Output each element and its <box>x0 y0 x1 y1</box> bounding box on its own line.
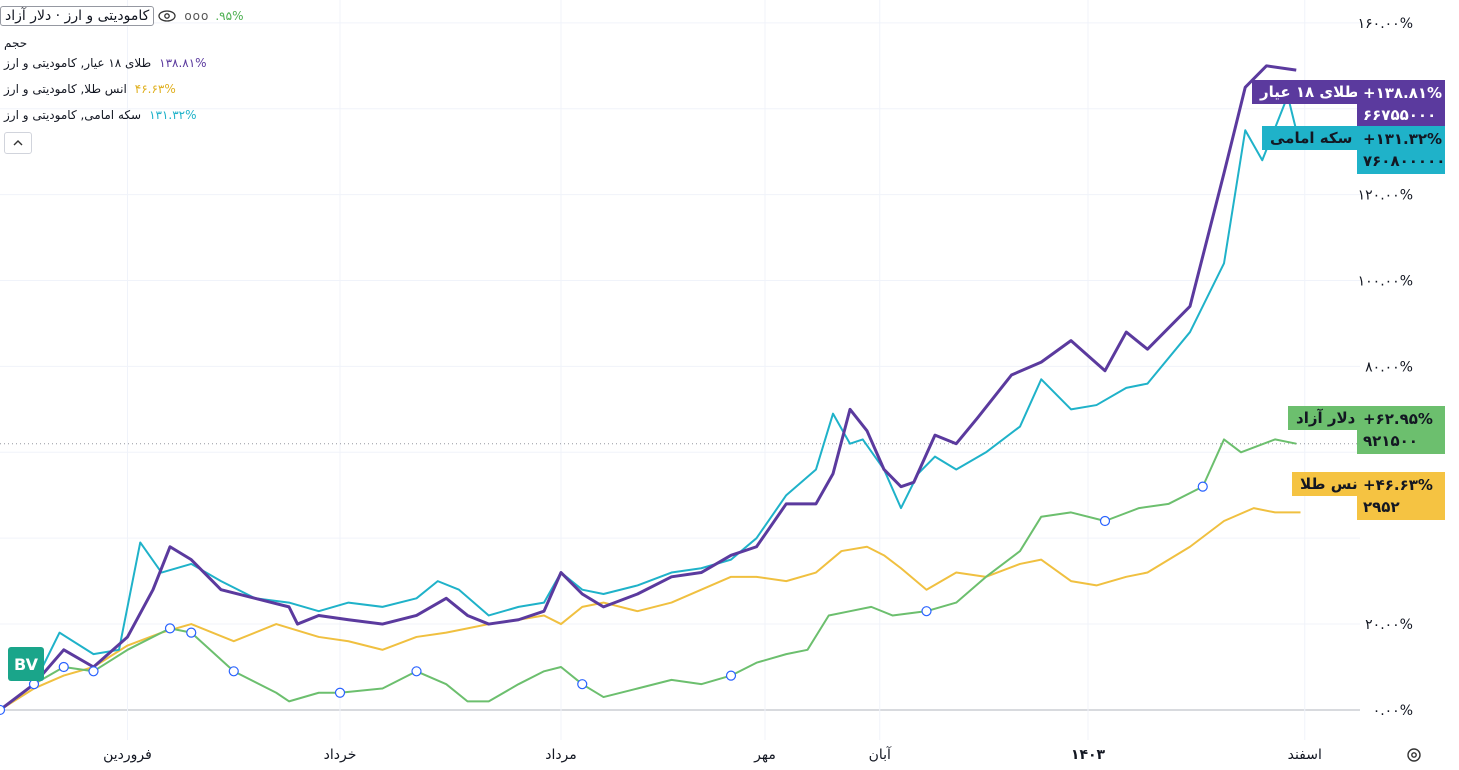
y-tick-label: ۱۶۰.۰۰% <box>1358 16 1413 32</box>
gold18-pct: +۱۳۸.۸۱% <box>1363 84 1443 102</box>
legend-series-name: طلای ۱۸ عیار, کامودیتی و ارز <box>4 56 152 70</box>
usd-name-tag: دلار آزاد <box>1288 406 1364 430</box>
event-marker <box>334 687 346 698</box>
event-marker <box>725 670 737 681</box>
series-line-1 <box>0 94 1302 711</box>
gold18-name-tag: طلای ۱۸ عیار <box>1252 80 1367 104</box>
last-change: .۹۵% <box>215 9 244 23</box>
gold18-price: ۶۶۷۵۵۰۰۰ <box>1363 106 1437 124</box>
legend-series-coin[interactable]: سکه امامی, کامودیتی و ارز ۱۳۱.۳۲% <box>4 102 243 128</box>
coin-price-label: +۱۳۱.۳۲% ۷۶۰۸۰۰۰۰۰ <box>1357 126 1445 174</box>
event-marker <box>921 606 932 617</box>
event-marker <box>28 679 40 690</box>
legend-series-name: سکه امامی, کامودیتی و ارز <box>4 108 142 122</box>
x-tick-label: آبان <box>869 746 892 763</box>
more-options-icon[interactable]: ooo <box>184 9 210 23</box>
event-markers <box>0 481 1208 716</box>
event-marker <box>577 679 588 690</box>
y-tick-label: ۸۰.۰۰% <box>1365 359 1413 375</box>
x-axis-labels: فروردین خرداد مرداد مهر آبان ۱۴۰۳ اسفند <box>103 746 1322 763</box>
gear-icon[interactable] <box>1405 746 1423 764</box>
gold18-price-label: +۱۳۸.۸۱% ۶۶۷۵۵۰۰۰ <box>1357 80 1445 128</box>
ounce-price: ۲۹۵۲ <box>1363 498 1400 516</box>
eye-icon[interactable] <box>156 7 178 25</box>
legend-series-value: ۴۶.۶۳% <box>134 82 176 96</box>
y-tick-label: ۱۲۰.۰۰% <box>1358 188 1413 204</box>
event-marker <box>1197 481 1208 492</box>
legend-series-ounce[interactable]: انس طلا, کامودیتی و ارز ۴۶.۶۳% <box>4 76 243 102</box>
event-marker <box>58 661 69 673</box>
collapse-legend-button[interactable] <box>4 132 32 154</box>
event-marker <box>0 704 6 716</box>
ounce-pct: +۴۶.۶۳% <box>1363 476 1433 494</box>
event-marker <box>228 666 239 677</box>
coin-pct: +۱۳۱.۳۲% <box>1363 130 1443 148</box>
event-marker <box>88 666 99 677</box>
y-tick-label: ۰.۰۰% <box>1373 703 1413 719</box>
legend-series-name: انس طلا, کامودیتی و ارز <box>4 82 127 96</box>
event-marker <box>1099 515 1111 527</box>
legend-series-value: ۱۳۸.۸۱% <box>159 56 207 70</box>
coin-name-tag: سکه امامی <box>1262 126 1361 150</box>
usd-price-label: +۶۲.۹۵% ۹۲۱۵۰۰ <box>1357 406 1445 454</box>
y-tick-label: ۲۰.۰۰% <box>1365 617 1413 633</box>
ounce-price-label: +۴۶.۶۳% ۲۹۵۲ <box>1357 472 1445 520</box>
usd-pct: +۶۲.۹۵% <box>1363 410 1433 428</box>
chart-legend: کامودیتی و ارز · دلار آزاد ooo .۹۵% حجم … <box>0 4 243 154</box>
event-marker <box>411 666 422 677</box>
event-marker <box>186 627 197 638</box>
brand-logo: BV <box>8 647 44 681</box>
legend-series-gold18[interactable]: طلای ۱۸ عیار, کامودیتی و ارز ۱۳۸.۸۱% <box>4 50 243 76</box>
x-tick-label: مهر <box>753 747 776 763</box>
symbol-title[interactable]: کامودیتی و ارز · دلار آزاد <box>0 6 155 26</box>
y-tick-label: ۱۰۰.۰۰% <box>1358 274 1413 290</box>
volume-label: حجم <box>4 36 28 50</box>
legend-title-row: کامودیتی و ارز · دلار آزاد ooo .۹۵% <box>0 4 243 28</box>
legend-series-value: ۱۳۱.۳۲% <box>149 108 197 122</box>
x-tick-label: فروردین <box>103 747 152 763</box>
x-tick-label: ۱۴۰۳ <box>1071 747 1106 763</box>
coin-price: ۷۶۰۸۰۰۰۰۰ <box>1363 152 1446 170</box>
usd-price: ۹۲۱۵۰۰ <box>1363 432 1418 450</box>
series-lines <box>0 64 1302 712</box>
series-line-3 <box>0 507 1301 711</box>
x-tick-label: اسفند <box>1288 747 1322 763</box>
legend-series-list: طلای ۱۸ عیار, کامودیتی و ارز ۱۳۸.۸۱% انس… <box>0 50 243 128</box>
chevron-up-icon <box>13 140 23 146</box>
series-line-0 <box>0 64 1297 712</box>
y-axis-labels: ۰.۰۰% ۲۰.۰۰% ۸۰.۰۰% ۱۰۰.۰۰% ۱۲۰.۰۰% ۱۶۰.۰۰% <box>1358 16 1413 719</box>
x-tick-label: مرداد <box>545 747 577 763</box>
series-line-2 <box>0 438 1297 711</box>
x-tick-label: خرداد <box>324 747 357 763</box>
event-marker <box>164 623 176 634</box>
grid-lines <box>0 0 1360 740</box>
